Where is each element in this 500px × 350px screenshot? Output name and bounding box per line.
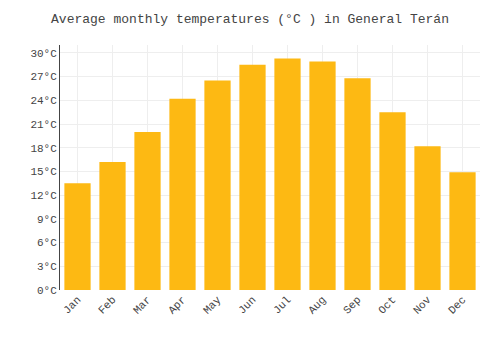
svg-text:Aug: Aug bbox=[306, 294, 328, 316]
svg-text:Jan: Jan bbox=[61, 294, 83, 316]
svg-text:3°C: 3°C bbox=[37, 261, 57, 273]
svg-text:30°C: 30°C bbox=[30, 48, 57, 60]
svg-text:21°C: 21°C bbox=[30, 119, 57, 131]
svg-text:6°C: 6°C bbox=[37, 237, 57, 249]
svg-text:Jul: Jul bbox=[271, 294, 293, 316]
svg-text:9°C: 9°C bbox=[37, 214, 57, 226]
svg-text:24°C: 24°C bbox=[30, 95, 57, 107]
svg-text:15°C: 15°C bbox=[30, 166, 57, 178]
svg-text:Mar: Mar bbox=[131, 294, 153, 316]
svg-text:May: May bbox=[201, 294, 224, 317]
svg-text:Feb: Feb bbox=[96, 294, 118, 316]
svg-text:Jun: Jun bbox=[236, 294, 258, 316]
svg-text:Oct: Oct bbox=[376, 294, 398, 316]
svg-text:Apr: Apr bbox=[166, 294, 188, 316]
svg-text:Dec: Dec bbox=[446, 294, 468, 316]
svg-text:18°C: 18°C bbox=[30, 143, 57, 155]
svg-text:Sep: Sep bbox=[341, 294, 363, 316]
svg-text:0°C: 0°C bbox=[37, 285, 57, 297]
svg-text:12°C: 12°C bbox=[30, 190, 57, 202]
svg-text:27°C: 27°C bbox=[30, 71, 57, 83]
svg-text:Average monthly temperatures (: Average monthly temperatures (°C ) in Ge… bbox=[51, 12, 449, 27]
svg-text:Nov: Nov bbox=[411, 294, 434, 317]
